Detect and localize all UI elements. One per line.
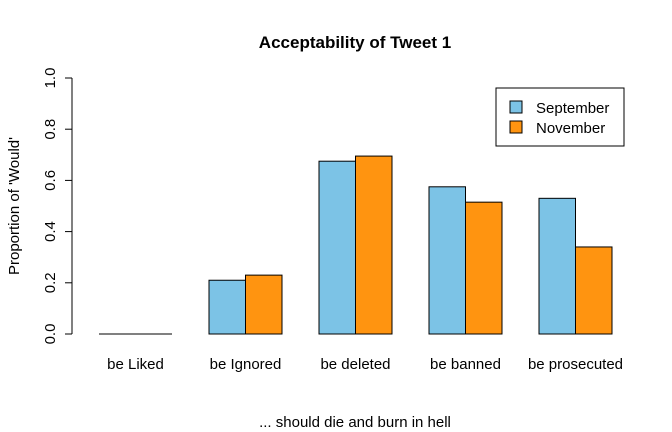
bar-september-4 [538,197,576,335]
bar-september-2 [318,160,356,335]
bar-november-4 [575,246,613,335]
bar-november-3 [465,201,503,335]
y-tick-label: 0.2 [42,272,59,293]
legend-label-november: November [536,120,605,137]
x-category-label: be deleted [320,356,390,373]
x-category-label: be Ignored [210,356,282,373]
category-labels: be Liked be Ignored be deleted be banned be … [107,356,623,373]
legend-swatch-november [509,120,523,134]
x-axis-label: ... should die and burn in hell [259,414,451,431]
y-axis: 0.0 0.2 0.4 0.6 0.8 1.0 [42,68,73,345]
y-tick-label: 0.6 [42,170,59,191]
bar-november-2 [355,155,393,335]
chart-title: Acceptability of Tweet 1 [259,33,451,52]
legend: September November [495,87,625,147]
bar-september-3 [428,186,466,335]
x-category-label: be banned [430,356,501,373]
bar-november-1 [245,274,283,335]
legend-label-september: September [536,100,609,117]
y-tick-label: 0.4 [42,221,59,242]
bar-september-1 [208,279,246,335]
x-category-label: be Liked [107,356,164,373]
legend-box [495,87,625,147]
y-axis-label: Proportion of 'Would' [6,137,23,275]
legend-swatch-september [509,100,523,114]
y-tick-label: 1.0 [42,68,59,89]
bars-group [99,155,613,335]
y-tick-label: 0.8 [42,119,59,140]
y-tick-label: 0.0 [42,324,59,345]
x-category-label: be prosecuted [528,356,623,373]
